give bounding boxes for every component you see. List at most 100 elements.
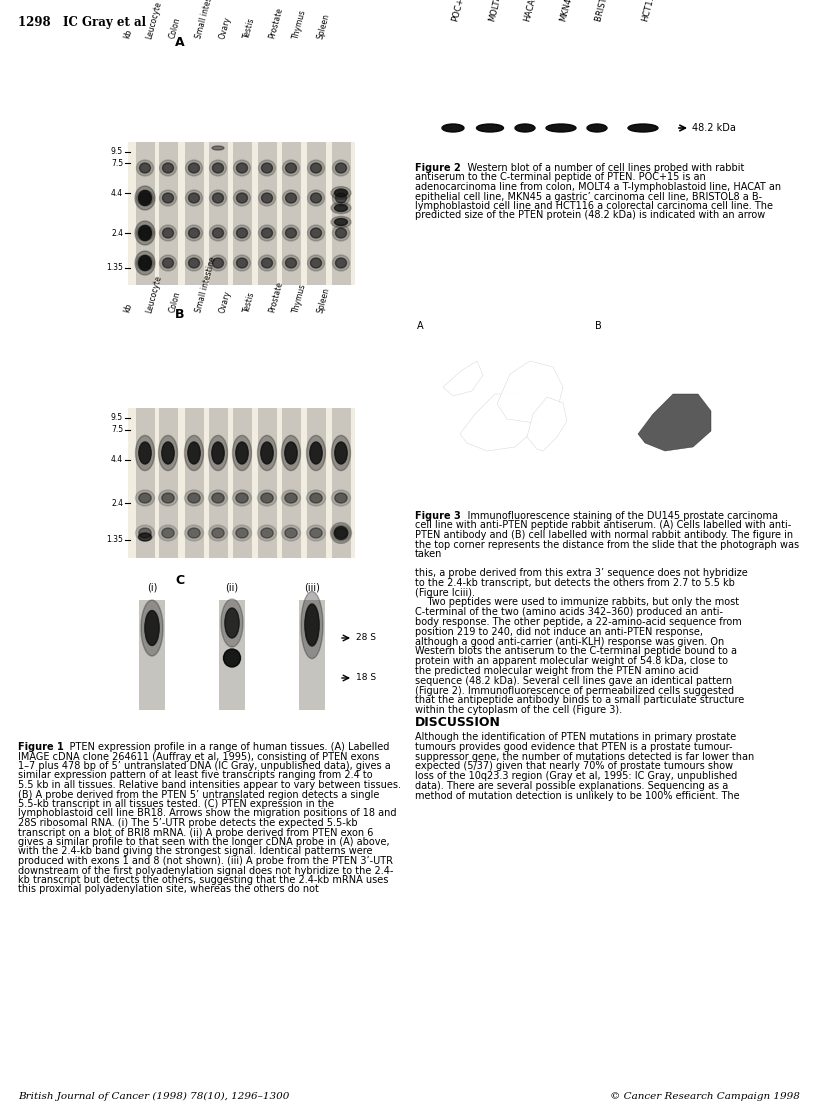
Ellipse shape: [212, 258, 224, 268]
Ellipse shape: [185, 190, 202, 206]
Bar: [258, 141, 277, 285]
Text: 1–7 plus 478 bp of 5’ untranslated DNA (IC Gray, unpublished data), gives a: 1–7 plus 478 bp of 5’ untranslated DNA (…: [18, 761, 391, 771]
Ellipse shape: [188, 442, 200, 465]
Ellipse shape: [308, 225, 325, 241]
Text: HCT116: HCT116: [640, 0, 657, 23]
Bar: [233, 408, 252, 558]
Ellipse shape: [233, 190, 251, 206]
Text: HACAT: HACAT: [522, 0, 538, 23]
Ellipse shape: [210, 225, 227, 241]
Text: transcript on a blot of BRI8 mRNA. (ii) A probe derived from PTEN exon 6: transcript on a blot of BRI8 mRNA. (ii) …: [18, 828, 374, 838]
Bar: [185, 141, 204, 285]
Ellipse shape: [139, 528, 151, 538]
Text: British Journal of Cancer (1998) 78(10), 1296–1300: British Journal of Cancer (1998) 78(10),…: [18, 1092, 290, 1101]
Ellipse shape: [308, 255, 325, 271]
Text: 28 S: 28 S: [356, 634, 376, 643]
Ellipse shape: [259, 190, 276, 206]
Ellipse shape: [136, 225, 153, 241]
Text: (Figure 2). Immunofluorescence of permeabilized cells suggested: (Figure 2). Immunofluorescence of permea…: [415, 685, 734, 695]
Text: body response. The other peptide, a 22-amino-acid sequence from: body response. The other peptide, a 22-a…: [415, 617, 742, 627]
Ellipse shape: [162, 193, 174, 203]
Ellipse shape: [310, 494, 322, 504]
Ellipse shape: [236, 442, 248, 465]
Ellipse shape: [282, 190, 299, 206]
Text: 28S ribosomal RNA. (i) The 5’-UTR probe detects the expected 5.5-kb: 28S ribosomal RNA. (i) The 5’-UTR probe …: [18, 818, 357, 828]
Ellipse shape: [210, 255, 227, 271]
Text: Thymus: Thymus: [291, 283, 308, 314]
Ellipse shape: [139, 255, 152, 271]
Text: 7.5: 7.5: [111, 426, 123, 434]
Text: C: C: [175, 574, 184, 587]
Bar: [332, 141, 351, 285]
Ellipse shape: [212, 163, 224, 173]
Ellipse shape: [259, 225, 276, 241]
Text: gives a similar profile to that seen with the longer cDNA probe in (A) above,: gives a similar profile to that seen wit…: [18, 837, 389, 847]
Ellipse shape: [258, 436, 277, 470]
Ellipse shape: [210, 190, 227, 206]
Ellipse shape: [140, 258, 150, 268]
Text: lymphoblastoid cell line and HCT116 a colorectal carcinoma cell line. The: lymphoblastoid cell line and HCT116 a co…: [415, 201, 773, 211]
Bar: [233, 141, 252, 285]
Ellipse shape: [310, 228, 322, 238]
Text: 4.4: 4.4: [111, 188, 123, 197]
Ellipse shape: [282, 255, 299, 271]
Bar: [307, 408, 326, 558]
Text: to the 2.4-kb transcript, but detects the others from 2.7 to 5.5 kb: to the 2.4-kb transcript, but detects th…: [415, 578, 735, 588]
Ellipse shape: [158, 490, 178, 506]
Ellipse shape: [158, 525, 178, 541]
Ellipse shape: [233, 255, 251, 271]
Text: Thymus: Thymus: [291, 9, 308, 40]
Text: Spleen: Spleen: [316, 12, 331, 40]
Ellipse shape: [331, 490, 351, 506]
Ellipse shape: [331, 203, 351, 214]
Bar: [332, 408, 351, 558]
Ellipse shape: [135, 186, 155, 211]
Ellipse shape: [236, 528, 248, 538]
Text: (ii): (ii): [225, 583, 238, 593]
Ellipse shape: [335, 228, 347, 238]
Ellipse shape: [308, 160, 325, 176]
Text: DISCUSSION: DISCUSSION: [415, 716, 501, 729]
Ellipse shape: [236, 494, 248, 504]
Ellipse shape: [237, 163, 247, 173]
Ellipse shape: [331, 216, 351, 227]
Ellipse shape: [209, 490, 228, 506]
Text: Spleen: Spleen: [316, 286, 331, 314]
Ellipse shape: [188, 163, 200, 173]
Ellipse shape: [331, 187, 351, 199]
Text: Leucocyte: Leucocyte: [145, 0, 164, 40]
Text: A: A: [175, 36, 184, 49]
Ellipse shape: [332, 255, 349, 271]
Ellipse shape: [310, 258, 322, 268]
Text: 2.4: 2.4: [111, 498, 123, 508]
Text: Immunofluorescence staining of the DU145 prostate carcinoma: Immunofluorescence staining of the DU145…: [455, 511, 778, 521]
Text: Testis: Testis: [242, 17, 256, 40]
Text: IMAGE cDNA clone 264611 (Auffray et al, 1995), consisting of PTEN exons: IMAGE cDNA clone 264611 (Auffray et al, …: [18, 752, 379, 762]
Text: 9.5: 9.5: [111, 147, 123, 156]
Ellipse shape: [140, 228, 150, 238]
Ellipse shape: [286, 193, 296, 203]
Ellipse shape: [212, 193, 224, 203]
Ellipse shape: [188, 494, 200, 504]
Ellipse shape: [237, 228, 247, 238]
Text: predicted size of the PTEN protein (48.2 kDa) is indicated with an arrow: predicted size of the PTEN protein (48.2…: [415, 211, 765, 221]
Bar: [128, 408, 355, 558]
Ellipse shape: [159, 190, 176, 206]
Text: lymphoblastoid cell line BR18. Arrows show the migration positions of 18 and: lymphoblastoid cell line BR18. Arrows sh…: [18, 809, 397, 819]
Text: Testis: Testis: [242, 291, 256, 314]
Ellipse shape: [162, 494, 174, 504]
Ellipse shape: [212, 442, 224, 465]
Ellipse shape: [335, 163, 347, 173]
Text: the top corner represents the distance from the slide that the photograph was: the top corner represents the distance f…: [415, 539, 799, 549]
Text: 9.5: 9.5: [111, 413, 123, 422]
Text: similar expression pattern of at least five transcripts ranging from 2.4 to: similar expression pattern of at least f…: [18, 771, 373, 781]
Text: Ovary: Ovary: [218, 290, 233, 314]
Ellipse shape: [237, 258, 247, 268]
Ellipse shape: [335, 527, 348, 539]
Ellipse shape: [307, 525, 326, 541]
Text: Small intestine: Small intestine: [194, 256, 218, 314]
Text: Figure 1: Figure 1: [18, 742, 64, 752]
Text: © Cancer Research Campaign 1998: © Cancer Research Campaign 1998: [610, 1092, 800, 1101]
Ellipse shape: [225, 608, 239, 638]
Ellipse shape: [301, 592, 323, 658]
